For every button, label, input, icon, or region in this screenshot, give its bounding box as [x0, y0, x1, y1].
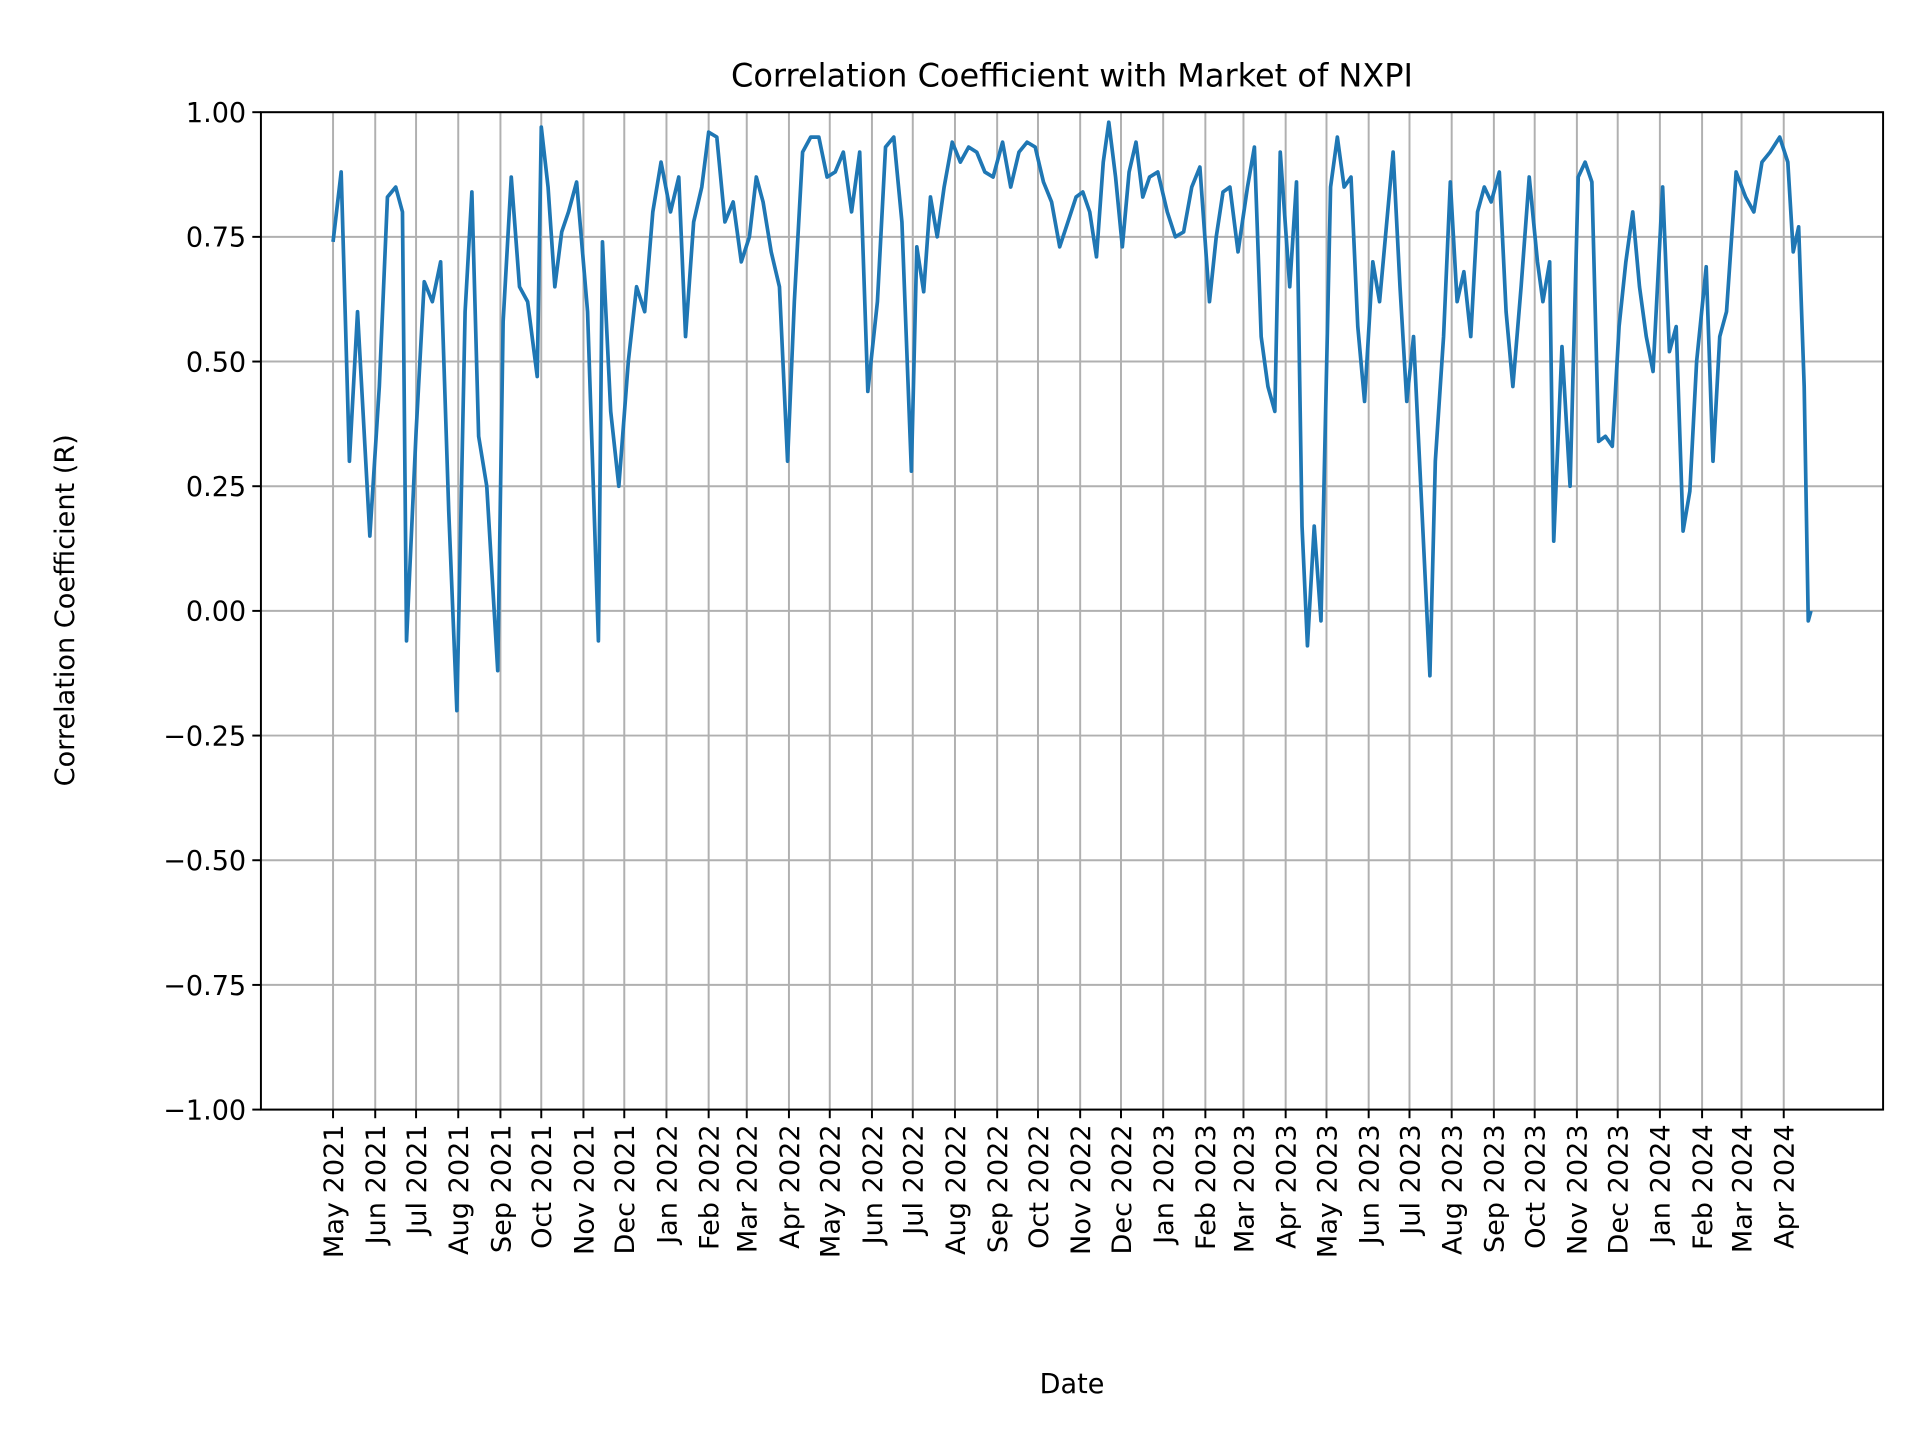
y-tick-label: 0.25: [186, 472, 246, 503]
x-tick-label: Feb 2022: [695, 1124, 726, 1250]
x-tick-label: Jul 2022: [899, 1124, 930, 1236]
series-layer: [331, 120, 1813, 713]
x-tick-label: Mar 2023: [1229, 1124, 1260, 1253]
x-tick-label: Dec 2023: [1604, 1124, 1635, 1254]
x-tick-label: Aug 2022: [941, 1124, 972, 1255]
y-tick-label: 0.50: [186, 347, 246, 378]
y-tick-label: −1.00: [163, 1095, 246, 1126]
y-tick-label: 0.00: [186, 597, 246, 628]
x-tick-label: Sep 2022: [983, 1124, 1014, 1253]
x-tick-label: Dec 2021: [610, 1124, 641, 1254]
x-tick-label: Aug 2021: [444, 1124, 475, 1255]
y-tick-label: −0.75: [163, 971, 246, 1002]
x-tick-label: Dec 2022: [1107, 1124, 1138, 1254]
x-tick-label: Nov 2022: [1066, 1124, 1097, 1255]
x-tick-label: Mar 2022: [733, 1124, 764, 1253]
grid: [260, 111, 1884, 1111]
x-tick-label: Apr 2022: [775, 1124, 806, 1249]
x-tick-label: Oct 2021: [527, 1124, 558, 1249]
x-tick-label: Feb 2024: [1688, 1124, 1719, 1250]
series-line: [331, 120, 1813, 713]
x-tick-label: Jun 2021: [361, 1124, 392, 1246]
x-tick-label: Apr 2024: [1770, 1124, 1801, 1249]
x-tick-label: May 2021: [319, 1124, 350, 1258]
y-tick-label: −0.25: [163, 721, 246, 752]
y-tick-label: 1.00: [186, 98, 246, 129]
x-tick-label: Mar 2024: [1727, 1124, 1758, 1253]
y-axis-label: Correlation Coefficient (R): [50, 434, 81, 786]
axes: 1.00 0.75 0.50 0.25 0.00 −0.25 −0.50 −0.75 −1.00…: [163, 98, 1800, 1258]
x-tick-label: Apr 2023: [1272, 1124, 1303, 1249]
x-tick-label: Oct 2023: [1521, 1124, 1552, 1249]
y-tick-label: −0.50: [163, 846, 246, 877]
x-tick-label: Sep 2023: [1480, 1124, 1511, 1253]
x-tick-label: Jan 2023: [1149, 1124, 1180, 1245]
chart-title: Correlation Coefficient with Market of N…: [731, 56, 1413, 94]
x-axis-label: Date: [1040, 1369, 1105, 1400]
x-tick-label: Aug 2023: [1438, 1124, 1469, 1255]
x-tick-label: Jun 2023: [1355, 1124, 1386, 1246]
x-tick-label: Jun 2022: [858, 1124, 889, 1246]
x-tick-label: Nov 2021: [569, 1124, 600, 1255]
x-tick-label: Jul 2021: [402, 1124, 433, 1236]
x-tick-label: Nov 2023: [1563, 1124, 1594, 1255]
x-tick-label: Sep 2021: [486, 1124, 517, 1253]
x-tick-label: Oct 2022: [1024, 1124, 1055, 1249]
y-tick-label: 0.75: [186, 223, 246, 254]
x-tick-label: May 2022: [816, 1124, 847, 1258]
x-tick-label: Jan 2024: [1646, 1124, 1677, 1245]
x-tick-label: Jan 2022: [652, 1124, 683, 1245]
x-tick-label: May 2023: [1312, 1124, 1343, 1258]
x-tick-label: Feb 2023: [1191, 1124, 1222, 1250]
x-tick-label: Jul 2023: [1395, 1124, 1426, 1236]
